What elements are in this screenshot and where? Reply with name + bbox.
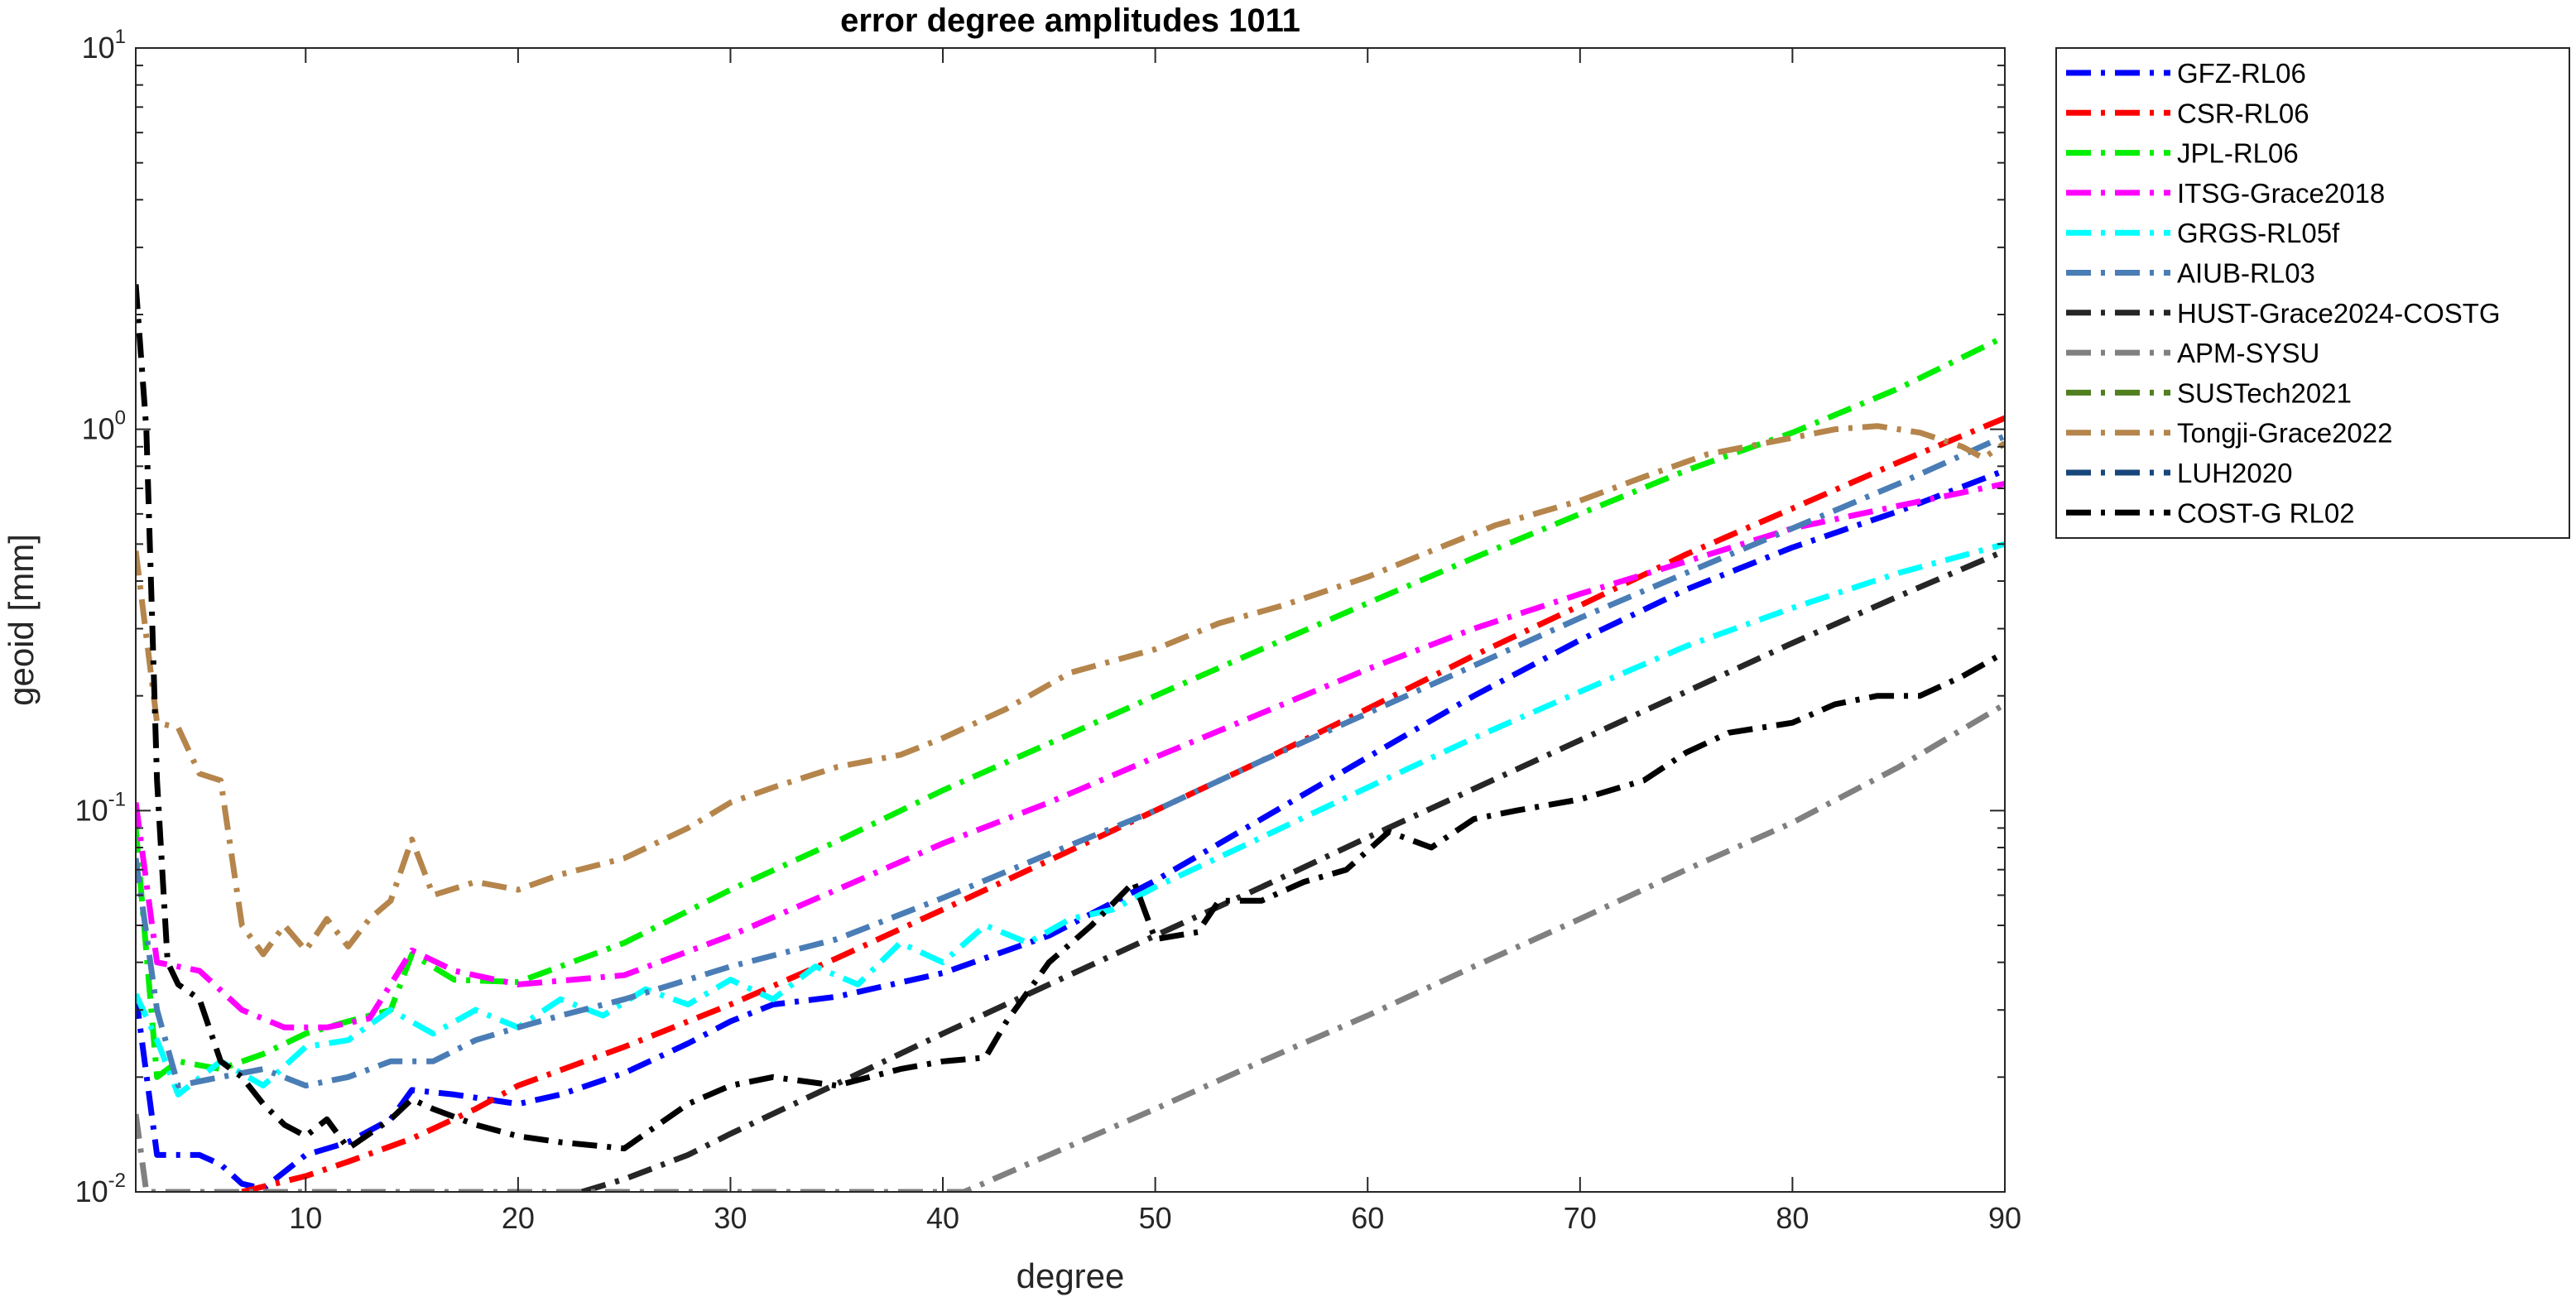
legend-entry: ITSG-Grace2018 — [2177, 178, 2385, 209]
series-line-cost-g-rl02 — [136, 284, 2005, 1151]
y-tick-exponent: 0 — [115, 407, 126, 430]
x-tick-label: 60 — [1351, 1201, 1384, 1235]
legend-box — [2055, 47, 2570, 539]
legend-entry: JPL-RL06 — [2177, 138, 2299, 169]
y-tick-base: 10 — [75, 1175, 108, 1208]
legend-entry: GRGS-RL05f — [2177, 218, 2340, 248]
series-line-grgs-rl05f — [136, 540, 2005, 1098]
plot-area-frame — [135, 47, 2006, 1193]
legend-entry: COST-G RL02 — [2177, 497, 2355, 528]
x-axis: 10 20 30 40 50 60 70 80 90 — [289, 48, 2021, 1235]
x-tick-label: 80 — [1776, 1201, 1809, 1235]
x-tick-label: 10 — [289, 1201, 322, 1235]
x-tick-label: 70 — [1564, 1201, 1597, 1235]
y-tick-exponent: -2 — [108, 1170, 126, 1192]
series-line-gfz-rl06 — [136, 468, 2005, 1192]
x-tick-label: 50 — [1139, 1201, 1172, 1235]
legend-entry: SUSTech2021 — [2177, 377, 2352, 408]
legend-entry: HUST-Grace2024-COSTG — [2177, 298, 2501, 329]
x-tick-label: 40 — [926, 1201, 959, 1235]
series-line-apm-sysu — [136, 701, 2005, 1192]
y-tick-label: 10-1 — [75, 788, 126, 827]
series-line-jpl-rl06 — [136, 334, 2005, 1080]
x-tick-label: 30 — [714, 1201, 747, 1235]
x-axis-label: degree — [1016, 1256, 1125, 1295]
y-tick-label: 10-2 — [75, 1170, 126, 1208]
x-tick-label: 90 — [1988, 1201, 2021, 1235]
series-line-itsg-grace2018 — [136, 480, 2005, 1030]
legend-entry: APM-SYSU — [2177, 338, 2319, 368]
y-tick-base: 10 — [82, 412, 115, 446]
legend-entry: Tongji-Grace2022 — [2177, 418, 2393, 449]
chart-title: error degree amplitudes 1011 — [840, 2, 1300, 39]
y-tick-label: 100 — [82, 407, 126, 446]
series-layer — [136, 284, 2005, 1192]
legend-entry: LUH2020 — [2177, 458, 2292, 488]
series-line-tongji-grace2022 — [136, 423, 2005, 958]
legend-entry: CSR-RL06 — [2177, 98, 2309, 128]
y-tick-base: 10 — [75, 793, 108, 827]
legend: GFZ-RL06 CSR-RL06 JPL-RL06 ITSG-Grace2018 GR… — [2055, 47, 2570, 539]
y-tick-base: 10 — [82, 31, 115, 65]
y-tick-exponent: 1 — [115, 26, 126, 48]
y-tick-label: 101 — [82, 26, 126, 65]
x-tick-label: 20 — [502, 1201, 535, 1235]
legend-entry: GFZ-RL06 — [2177, 58, 2306, 89]
legend-entry: AIUB-RL03 — [2177, 258, 2315, 289]
y-tick-exponent: -1 — [108, 788, 126, 810]
y-axis-label: geoid [mm] — [2, 534, 41, 706]
